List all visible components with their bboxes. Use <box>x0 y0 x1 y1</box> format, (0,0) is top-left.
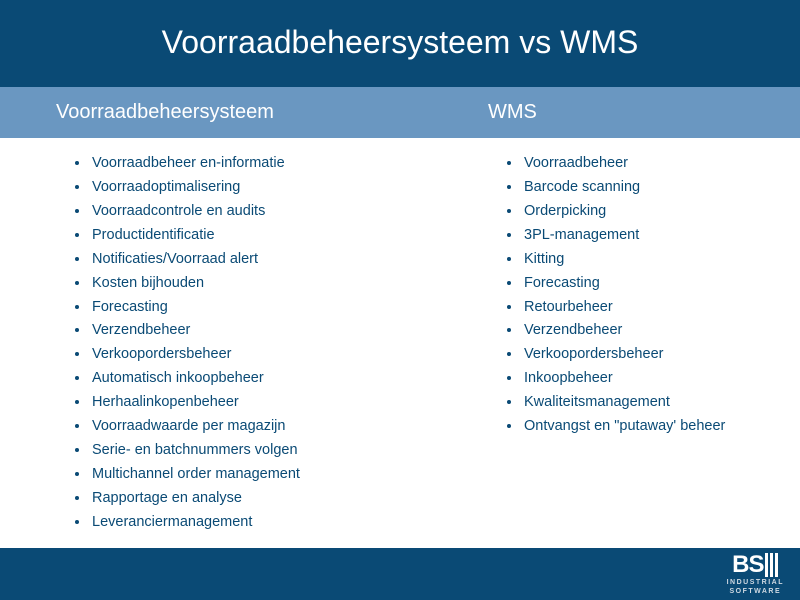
list-item: Voorraadcontrole en audits <box>90 200 432 224</box>
list-item: Inkoopbeheer <box>522 367 800 391</box>
list-item: Kwaliteitsmanagement <box>522 391 800 415</box>
header: Voorraadbeheersysteem vs WMS <box>0 0 800 87</box>
list-item: Kosten bijhouden <box>90 272 432 296</box>
list-item: Orderpicking <box>522 200 800 224</box>
list-item: Voorraadbeheer <box>522 152 800 176</box>
list-item: 3PL-management <box>522 224 800 248</box>
logo-text: BS <box>732 553 763 577</box>
list-item: Verzendbeheer <box>522 319 800 343</box>
right-column-heading: WMS <box>432 87 800 138</box>
list-item: Verkoopordersbeheer <box>90 343 432 367</box>
left-feature-list: Voorraadbeheer en-informatieVoorraadopti… <box>72 152 432 535</box>
subheader-row: Voorraadbeheersysteem WMS <box>0 87 800 138</box>
list-item: Forecasting <box>90 296 432 320</box>
list-item: Voorraadoptimalisering <box>90 176 432 200</box>
page-title: Voorraadbeheersysteem vs WMS <box>0 24 800 61</box>
right-column: VoorraadbeheerBarcode scanningOrderpicki… <box>432 138 800 535</box>
list-item: Barcode scanning <box>522 176 800 200</box>
list-item: Rapportage en analyse <box>90 487 432 511</box>
list-item: Verzendbeheer <box>90 319 432 343</box>
list-item: Multichannel order management <box>90 463 432 487</box>
comparison-body: Voorraadbeheer en-informatieVoorraadopti… <box>0 138 800 535</box>
list-item: Automatisch inkoopbeheer <box>90 367 432 391</box>
brand-logo: BS INDUSTRIAL SOFTWARE <box>727 553 784 595</box>
list-item: Retourbeheer <box>522 296 800 320</box>
list-item: Kitting <box>522 248 800 272</box>
list-item: Productidentificatie <box>90 224 432 248</box>
logo-sub-line1: INDUSTRIAL <box>727 579 784 586</box>
left-column: Voorraadbeheer en-informatieVoorraadopti… <box>0 138 432 535</box>
list-item: Ontvangst en "putaway' beheer <box>522 415 800 439</box>
list-item: Herhaalinkopenbeheer <box>90 391 432 415</box>
list-item: Leveranciermanagement <box>90 511 432 535</box>
list-item: Voorraadwaarde per magazijn <box>90 415 432 439</box>
logo-sub-line2: SOFTWARE <box>729 588 781 595</box>
right-feature-list: VoorraadbeheerBarcode scanningOrderpicki… <box>504 152 800 439</box>
logo-main: BS <box>732 553 778 577</box>
list-item: Serie- en batchnummers volgen <box>90 439 432 463</box>
list-item: Verkoopordersbeheer <box>522 343 800 367</box>
footer: BS INDUSTRIAL SOFTWARE <box>0 548 800 600</box>
logo-bars-icon <box>765 553 778 577</box>
left-column-heading: Voorraadbeheersysteem <box>0 87 432 138</box>
list-item: Forecasting <box>522 272 800 296</box>
list-item: Notificaties/Voorraad alert <box>90 248 432 272</box>
list-item: Voorraadbeheer en-informatie <box>90 152 432 176</box>
